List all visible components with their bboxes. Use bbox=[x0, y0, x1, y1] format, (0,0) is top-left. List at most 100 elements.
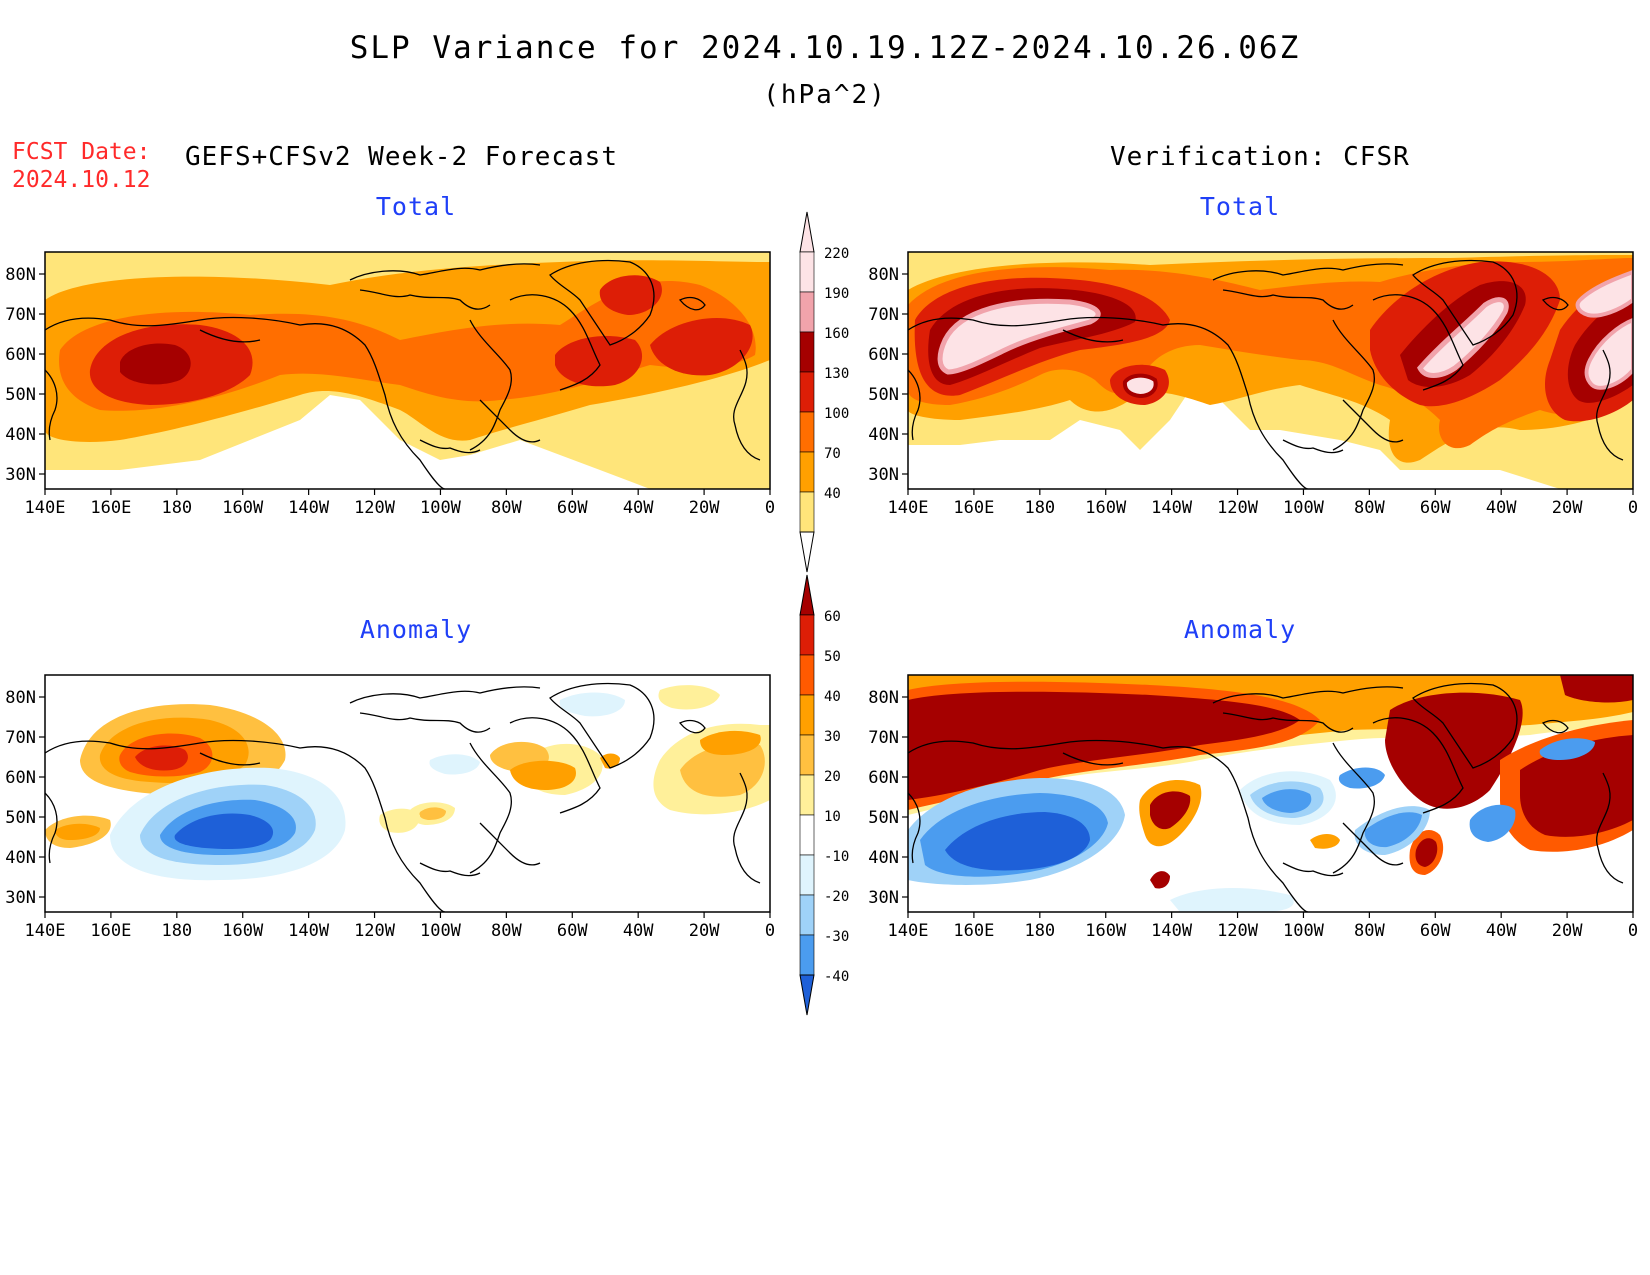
verification-total-lat-label: 30N bbox=[868, 465, 899, 485]
verification-anomaly-lat-label: 40N bbox=[868, 848, 899, 868]
colorbar-anomaly-level: 20 bbox=[824, 769, 841, 785]
colorbar-anomaly-top-arrow bbox=[799, 574, 815, 616]
colorbar-total-top-arrow bbox=[799, 211, 815, 253]
forecast-anomaly-lat-label: 60N bbox=[5, 768, 36, 788]
colorbar-anomaly-swatch bbox=[799, 734, 815, 776]
forecast-anomaly-lon-label: 20W bbox=[689, 921, 720, 941]
forecast-total-panel bbox=[45, 252, 770, 489]
colorbar-anomaly-swatch bbox=[799, 814, 815, 856]
colorbar-total-level: 160 bbox=[824, 326, 849, 342]
colorbar-anomaly-level: -40 bbox=[824, 969, 849, 985]
forecast-total-lon-label: 80W bbox=[491, 498, 522, 518]
forecast-anomaly-lon-label: 140E bbox=[25, 921, 66, 941]
verification-anomaly-panel bbox=[908, 675, 1633, 912]
forecast-anomaly-lon-label: 180 bbox=[161, 921, 192, 941]
verification-total-lon-label: 60W bbox=[1420, 498, 1451, 518]
verification-anomaly-lon-label: 80W bbox=[1354, 921, 1385, 941]
verification-total-lat-label: 80N bbox=[868, 265, 899, 285]
forecast-anomaly-panel bbox=[45, 675, 770, 912]
colorbar-anomaly-swatch bbox=[799, 854, 815, 896]
forecast-date-block: FCST Date: 2024.10.12 bbox=[12, 138, 150, 194]
colorbar-anomaly-swatch bbox=[799, 774, 815, 816]
colorbar-anomaly-swatch bbox=[799, 934, 815, 976]
colorbar-total-level: 100 bbox=[824, 406, 849, 422]
verification-total-lon-label: 20W bbox=[1552, 498, 1583, 518]
verification-anomaly-title: Anomaly bbox=[1183, 615, 1297, 644]
forecast-anomaly-lat-label: 30N bbox=[5, 888, 36, 908]
colorbar-total: 220 190 160 130 100 70 40 bbox=[799, 211, 849, 573]
colorbar-total-swatch bbox=[799, 411, 815, 453]
verification-total-lon-label: 140E bbox=[888, 498, 929, 518]
forecast-total-field bbox=[45, 252, 770, 489]
forecast-total-lon-label: 160E bbox=[90, 498, 131, 518]
verification-total-lat-label: 40N bbox=[868, 425, 899, 445]
verification-total-lat-label: 60N bbox=[868, 345, 899, 365]
verification-anomaly-lat-label: 60N bbox=[868, 768, 899, 788]
verification-total-panel bbox=[908, 252, 1633, 489]
verification-anomaly-lon-label: 180 bbox=[1024, 921, 1055, 941]
colorbar-total-swatch bbox=[799, 331, 815, 373]
verification-anomaly-lon-label: 60W bbox=[1420, 921, 1451, 941]
colorbar-total-bottom-arrow bbox=[799, 531, 815, 573]
verification-anomaly-lon-label: 40W bbox=[1486, 921, 1517, 941]
colorbar-anomaly-bottom-arrow bbox=[799, 974, 815, 1016]
verification-total-lat-label: 50N bbox=[868, 385, 899, 405]
colorbar-anomaly-level: 30 bbox=[824, 729, 841, 745]
forecast-total-lat-label: 50N bbox=[5, 385, 36, 405]
forecast-total-lon-label: 160W bbox=[222, 498, 264, 518]
forecast-anomaly-lat-label: 80N bbox=[5, 688, 36, 708]
verification-total-field bbox=[908, 252, 1633, 489]
forecast-anomaly-field bbox=[45, 675, 770, 912]
verification-anomaly-lon-label: 0 bbox=[1628, 921, 1638, 941]
verification-total-lat-label: 70N bbox=[868, 305, 899, 325]
colorbar-anomaly-level: 40 bbox=[824, 689, 841, 705]
colorbar-total-level: 40 bbox=[824, 486, 841, 502]
verification-anomaly-lon-label: 140W bbox=[1151, 921, 1193, 941]
forecast-total-frame bbox=[44, 251, 771, 490]
colorbar-anomaly-swatch bbox=[799, 694, 815, 736]
colorbar-anomaly-level: 60 bbox=[824, 609, 841, 625]
verification-anomaly-lon-label: 120W bbox=[1217, 921, 1259, 941]
verification-anomaly-lon-label: 20W bbox=[1552, 921, 1583, 941]
verification-total-lon-label: 180 bbox=[1024, 498, 1055, 518]
verification-anomaly-lon-label: 160W bbox=[1085, 921, 1127, 941]
colorbar-total-level: 70 bbox=[824, 446, 841, 462]
forecast-anomaly-lon-label: 80W bbox=[491, 921, 522, 941]
colorbar-total-swatch bbox=[799, 491, 815, 533]
forecast-anomaly-lon-label: 40W bbox=[623, 921, 654, 941]
verification-total-lon-label: 140W bbox=[1151, 498, 1193, 518]
forecast-total-lat-label: 40N bbox=[5, 425, 36, 445]
forecast-date-label: FCST Date: bbox=[12, 139, 151, 165]
forecast-anomaly-lon-label: 160W bbox=[222, 921, 264, 941]
forecast-anomaly-lon-label: 0 bbox=[765, 921, 775, 941]
forecast-anomaly-frame bbox=[44, 674, 771, 913]
forecast-total-coastlines bbox=[45, 259, 761, 489]
colorbar-total-level: 130 bbox=[824, 366, 849, 382]
colorbar-anomaly-level: -10 bbox=[824, 849, 849, 865]
verification-total-lon-label: 0 bbox=[1628, 498, 1638, 518]
forecast-anomaly-lat-label: 40N bbox=[5, 848, 36, 868]
colorbar-total-level: 190 bbox=[824, 286, 849, 302]
verification-anomaly-lat-label: 80N bbox=[868, 688, 899, 708]
verification-heading: Verification: CFSR bbox=[1110, 142, 1410, 172]
colorbar-anomaly-swatch bbox=[799, 614, 815, 656]
forecast-anomaly-lon-label: 100W bbox=[420, 921, 462, 941]
verification-anomaly-lat-label: 50N bbox=[868, 808, 899, 828]
forecast-total-lat-label: 60N bbox=[5, 345, 36, 365]
colorbar-anomaly-level: 50 bbox=[824, 649, 841, 665]
verification-total-frame bbox=[907, 251, 1634, 490]
verification-anomaly-lon-label: 160E bbox=[953, 921, 994, 941]
verification-total-lon-label: 100W bbox=[1283, 498, 1325, 518]
forecast-anomaly-lon-label: 60W bbox=[557, 921, 588, 941]
forecast-total-lat-label: 70N bbox=[5, 305, 36, 325]
verification-total-lon-label: 160E bbox=[953, 498, 994, 518]
forecast-total-lon-label: 20W bbox=[689, 498, 720, 518]
verification-total-lon-label: 120W bbox=[1217, 498, 1259, 518]
forecast-anomaly-lat-label: 70N bbox=[5, 728, 36, 748]
colorbar-anomaly-swatch bbox=[799, 654, 815, 696]
figure-title: SLP Variance for 2024.10.19.12Z-2024.10.… bbox=[349, 30, 1301, 66]
forecast-anomaly-lon-label: 120W bbox=[354, 921, 396, 941]
forecast-total-lat-label: 30N bbox=[5, 465, 36, 485]
forecast-total-lon-label: 0 bbox=[765, 498, 775, 518]
colorbar-anomaly-swatch bbox=[799, 894, 815, 936]
